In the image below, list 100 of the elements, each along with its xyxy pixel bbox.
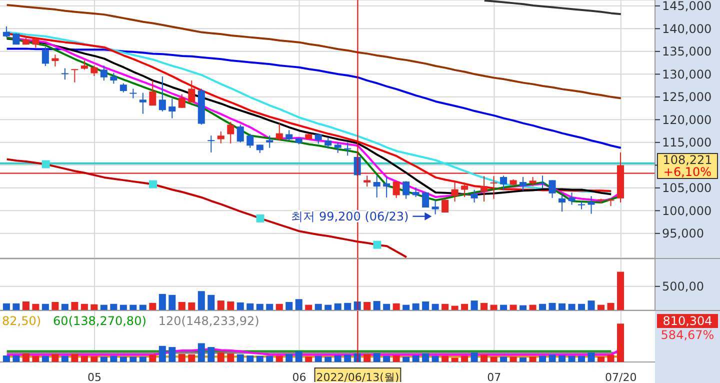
text: 584,67%: [660, 328, 716, 342]
bar: [598, 304, 605, 310]
bar: [324, 356, 332, 362]
y-tick-label: 145,000: [662, 0, 712, 14]
x-tick-label: 06: [292, 371, 306, 383]
bar: [314, 356, 322, 362]
candlestick: [412, 186, 420, 198]
bar: [130, 304, 137, 310]
bar: [539, 304, 546, 310]
bar: [558, 355, 566, 362]
bar: [208, 294, 215, 310]
y-tick-label: 115,000: [662, 136, 712, 150]
bar: [568, 356, 576, 362]
candlestick: [548, 180, 556, 198]
bar: [295, 351, 302, 362]
bar: [227, 354, 234, 362]
bar: [373, 301, 380, 310]
text: 810,304: [657, 314, 718, 328]
point: [42, 160, 50, 168]
bar: [236, 302, 244, 310]
candlestick: [402, 180, 410, 200]
bar: [598, 356, 605, 362]
bar: [480, 302, 488, 310]
bar: [61, 356, 68, 362]
candlestick: [442, 199, 449, 213]
candlestick: [71, 69, 78, 83]
text: 82,50): [2, 314, 42, 328]
y-tick-label: 140,000: [662, 22, 712, 36]
bar: [286, 302, 293, 310]
candlestick: [2, 26, 10, 38]
bar: [286, 354, 293, 362]
bar: [432, 356, 439, 362]
point: [373, 240, 382, 249]
candlestick: [217, 131, 224, 144]
x-tick-label: 05: [88, 371, 102, 383]
bar: [266, 304, 274, 310]
bar: [305, 304, 312, 310]
candlestick: [422, 192, 430, 208]
bar: [52, 302, 59, 310]
bar: [422, 302, 430, 310]
bar: [510, 304, 517, 310]
bar: [2, 303, 10, 310]
candlestick: [334, 142, 342, 154]
bar: [470, 300, 478, 310]
candlestick: [578, 202, 586, 210]
bar: [217, 352, 224, 362]
bar: [314, 304, 322, 310]
bar: [12, 303, 20, 310]
candlestick: [461, 182, 468, 198]
bar: [188, 302, 196, 310]
x-tick-label: 07: [487, 371, 502, 383]
bar: [422, 354, 430, 362]
bar: [529, 356, 536, 362]
bar: [149, 302, 156, 310]
bar: [334, 303, 342, 310]
bar: [80, 356, 88, 362]
bar: [178, 354, 186, 362]
bar: [617, 272, 624, 310]
candlestick: [470, 189, 478, 203]
bar: [71, 302, 78, 310]
candlestick: [32, 36, 40, 48]
bar: [470, 352, 478, 362]
bar: [32, 304, 40, 310]
bar: [168, 294, 176, 310]
bar: [490, 304, 498, 310]
bar: [130, 356, 137, 362]
bar: [392, 303, 400, 310]
bar: [617, 324, 624, 362]
bar: [2, 355, 10, 362]
bar: [334, 355, 342, 362]
bar: [32, 356, 40, 362]
y-tick-label: 125,000: [662, 90, 712, 104]
candlestick: [90, 65, 98, 76]
bar: [178, 302, 186, 310]
candlestick: [80, 60, 88, 70]
bar: [344, 302, 352, 310]
bar: [246, 303, 254, 310]
candlestick: [110, 72, 118, 84]
candlestick: [500, 175, 508, 191]
text: 120(148,233,92): [158, 314, 260, 328]
bar: [188, 354, 196, 362]
candlestick: [100, 65, 108, 82]
bar: [120, 304, 127, 310]
candlestick: [588, 196, 595, 214]
line-series: [6, 4, 622, 100]
candlestick: [52, 54, 59, 67]
bar: [324, 304, 332, 310]
bar: [139, 356, 146, 362]
candlestick: [178, 94, 186, 108]
bar: [100, 356, 108, 362]
candlestick: [286, 130, 293, 141]
candlestick: [383, 176, 390, 198]
bar: [520, 357, 527, 362]
bar: [198, 291, 205, 310]
candlestick: [276, 122, 283, 142]
bar: [461, 304, 468, 310]
candlestick: [188, 80, 196, 103]
candlestick: [61, 68, 68, 80]
bar: [149, 354, 156, 362]
bar: [344, 354, 352, 362]
